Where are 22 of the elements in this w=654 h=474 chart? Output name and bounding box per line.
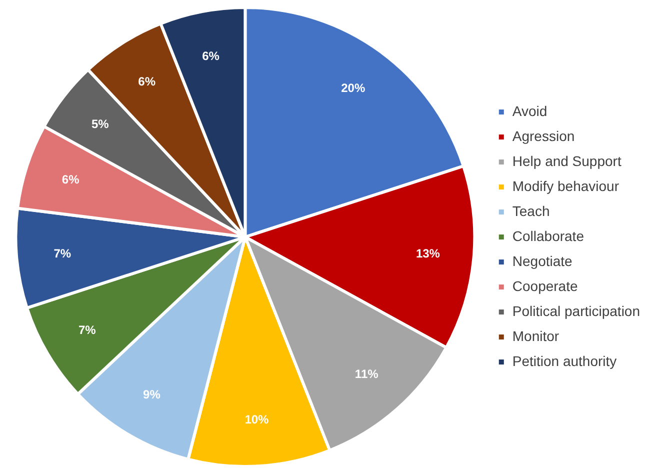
legend-label: Cooperate <box>512 278 578 294</box>
legend-label: Petition authority <box>512 352 617 369</box>
data-label: 20% <box>341 80 366 95</box>
legend-label: Negotiate <box>512 252 573 269</box>
legend-label: Collaborate <box>512 228 584 244</box>
legend-label: Monitor <box>512 328 560 344</box>
data-label: 10% <box>244 412 270 427</box>
data-label: 7% <box>78 322 96 337</box>
legend-label: Avoid <box>512 102 548 119</box>
data-label: 5% <box>91 116 110 131</box>
legend-label: Agression <box>512 128 575 144</box>
legend-label: Teach <box>512 202 550 219</box>
data-label: 7% <box>54 246 72 261</box>
legend-label: Modify behaviour <box>512 178 620 194</box>
data-label: 6% <box>138 74 156 88</box>
data-label: 6% <box>62 172 80 187</box>
legend-label: Help and Support <box>512 152 622 169</box>
data-label: 13% <box>416 246 440 261</box>
data-label: 6% <box>202 48 220 63</box>
data-label: 9% <box>143 387 161 402</box>
data-label: 11% <box>354 367 379 382</box>
legend-label: Political participation <box>512 302 640 319</box>
